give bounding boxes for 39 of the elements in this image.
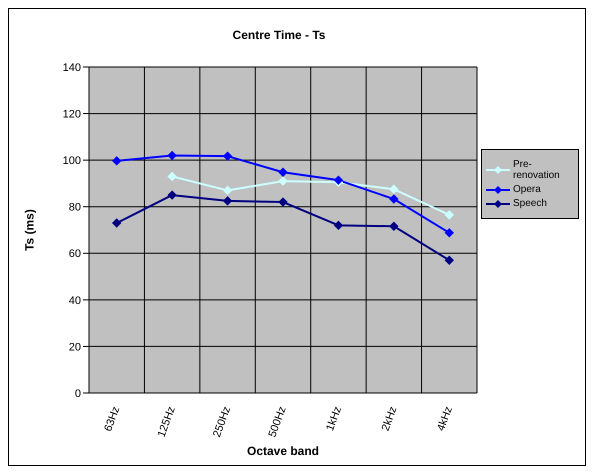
y-tick-label: 20 bbox=[68, 341, 81, 354]
x-tick-label: 2kHz bbox=[380, 404, 400, 433]
legend-label: Pre-renovation bbox=[513, 159, 561, 181]
point bbox=[389, 222, 398, 231]
point bbox=[168, 190, 177, 200]
x-tick-label: 63Hz bbox=[102, 404, 122, 434]
y-tick-label: 80 bbox=[68, 202, 81, 214]
legend-label: Speech bbox=[513, 198, 547, 209]
x-tick-label: 250Hz bbox=[211, 404, 234, 439]
legend-label: Opera bbox=[513, 184, 541, 195]
point bbox=[444, 210, 454, 220]
point bbox=[278, 176, 288, 186]
x-axis-title: Octave band bbox=[246, 444, 320, 458]
point bbox=[278, 168, 288, 177]
x-tick-label: 125Hz bbox=[156, 404, 178, 439]
y-tick-label: 140 bbox=[62, 62, 81, 74]
point bbox=[444, 228, 454, 238]
point bbox=[112, 218, 122, 228]
point bbox=[168, 172, 177, 181]
point bbox=[168, 150, 177, 160]
point bbox=[444, 256, 454, 265]
x-tick-label: 4kHz bbox=[435, 404, 455, 433]
x-tick-label: 1kHz bbox=[324, 404, 344, 433]
point bbox=[389, 194, 398, 204]
y-tick-label: 120 bbox=[62, 108, 81, 120]
y-tick-label: 40 bbox=[68, 294, 81, 307]
point bbox=[278, 198, 288, 207]
chart-title: Centre Time - Ts bbox=[232, 28, 326, 42]
y-tick-label: 0 bbox=[74, 388, 81, 400]
point bbox=[223, 186, 232, 195]
point bbox=[389, 184, 398, 194]
y-tick-label: 100 bbox=[62, 155, 81, 168]
y-axis-title: Ts (ms) bbox=[22, 209, 36, 251]
point bbox=[112, 156, 122, 166]
point bbox=[334, 220, 343, 230]
point bbox=[223, 152, 232, 161]
x-tick-label: 500Hz bbox=[266, 404, 289, 439]
point bbox=[223, 196, 232, 206]
y-tick-label: 60 bbox=[68, 248, 81, 260]
